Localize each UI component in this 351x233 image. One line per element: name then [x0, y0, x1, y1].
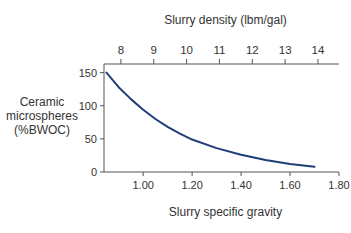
x2-tick: [186, 59, 187, 64]
x-tick-label: 1.20: [181, 179, 202, 191]
y-tick: [100, 172, 104, 173]
x2-axis-label: Slurry density (lbm/gal): [164, 13, 287, 27]
y-tick: [100, 138, 104, 139]
y-tick-label: 50: [85, 133, 97, 145]
x2-tick-label: 13: [279, 44, 292, 56]
x2-tick-label: 14: [312, 44, 325, 56]
y-tick: [100, 72, 104, 73]
y-axis-label: (%BWOC): [14, 123, 70, 137]
x2-tick-label: 11: [213, 44, 225, 56]
x-tick-label: 1.80: [328, 179, 349, 191]
x-axis: [104, 172, 339, 173]
x2-axis: [104, 64, 339, 65]
x2-tick: [317, 59, 318, 64]
y-axis-label: microspheres: [6, 109, 78, 123]
plot-area: [106, 73, 314, 167]
y-tick-label: 100: [79, 100, 97, 112]
x-tick: [241, 172, 242, 176]
x2-tick: [120, 59, 121, 64]
x2-tick: [285, 59, 286, 64]
x2-tick: [219, 59, 220, 64]
x2-tick: [252, 59, 253, 64]
x-tick-label: 1.00: [132, 179, 153, 191]
y-tick: [100, 105, 104, 106]
x-tick: [192, 172, 193, 176]
x-tick-label: 1.40: [230, 179, 251, 191]
y-axis-label: Ceramic: [20, 95, 65, 109]
data-line: [106, 73, 314, 167]
x2-tick-label: 9: [151, 44, 157, 56]
chart: 0 50 100 150 1.00 1.20 1.40 1.60 1.80 8 9 10 11 12 13 1…: [0, 0, 351, 233]
x-tick: [143, 172, 144, 176]
x-axis-label: Slurry specific gravity: [169, 205, 282, 219]
x-tick: [290, 172, 291, 176]
x2-tick: [153, 59, 154, 64]
y-tick-label: 0: [91, 166, 97, 178]
x2-tick-label: 8: [118, 44, 124, 56]
x-tick: [339, 172, 340, 176]
x2-tick-label: 10: [180, 44, 193, 56]
y-tick-label: 150: [79, 67, 97, 79]
x2-tick-label: 12: [246, 44, 259, 56]
y-axis: [104, 64, 105, 172]
x-tick-label: 1.60: [279, 179, 300, 191]
